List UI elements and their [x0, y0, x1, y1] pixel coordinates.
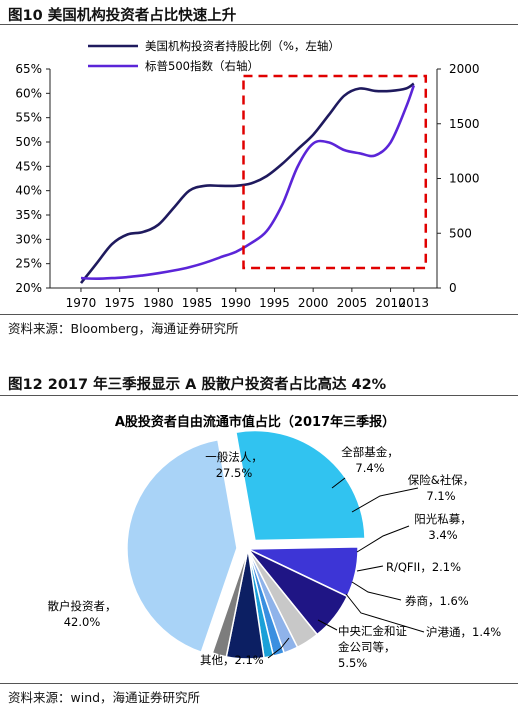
- slice-label: 沪港通，1.4%: [426, 625, 501, 639]
- figure1-top-rule: [0, 24, 518, 25]
- figure1-bottom-rule: [0, 314, 518, 315]
- slice-label: 3.4%: [428, 528, 457, 542]
- leader-line: [351, 581, 402, 601]
- right-tick-label: 2000: [449, 62, 480, 76]
- left-tick-label: 40%: [15, 184, 42, 198]
- slice-label: 27.5%: [216, 466, 253, 480]
- sp500-line: [80, 84, 416, 281]
- figure2-bottom-rule: [0, 683, 518, 684]
- x-tick-label: 1985: [182, 296, 213, 310]
- slice-label: 一般法人，: [205, 450, 263, 464]
- x-tick-label: 2010: [375, 296, 406, 310]
- slice-label: 42.0%: [64, 615, 101, 629]
- left-tick-label: 55%: [15, 111, 42, 125]
- left-tick-label: 20%: [15, 281, 42, 295]
- slice-label: 阳光私募，: [414, 512, 472, 526]
- left-tick-label: 65%: [15, 62, 42, 76]
- left-tick-label: 25%: [15, 257, 42, 271]
- institutional-holding-line: [79, 82, 415, 284]
- slice-label: 金公司等，: [338, 640, 396, 654]
- leader-line: [345, 593, 425, 633]
- slice-label: 券商，1.6%: [405, 594, 469, 608]
- line-chart: 20% 25% 30% 35% 40% 45% 50% 55% 60% 65% 0 500 1000 15…: [15, 39, 480, 310]
- slice-label: 中央汇金和证: [338, 624, 407, 638]
- leader-line: [356, 525, 410, 553]
- x-tick-label: 1990: [220, 296, 251, 310]
- figure1-title: 图10 美国机构投资者占比快速上升: [8, 8, 237, 24]
- slice-label: R/QFII，2.1%: [386, 560, 461, 574]
- leader-line: [356, 565, 384, 572]
- figure1-source: 资料来源：Bloomberg，海通证券研究所: [8, 321, 239, 336]
- left-tick-label: 50%: [15, 135, 42, 149]
- figure2-title: 图12 2017 年三季报显示 A 股散户投资者占比高达 42%: [8, 377, 387, 393]
- left-tick-label: 60%: [15, 86, 42, 100]
- leader-line: [331, 477, 346, 489]
- pie-title: A股投资者自由流通市值占比（2017年三季报）: [115, 414, 395, 430]
- slice-label: 7.1%: [426, 489, 455, 503]
- slice-label: 散户投资者，: [48, 599, 117, 613]
- figure2-top-rule: [0, 395, 518, 396]
- slice-label: 保险&社保，: [408, 473, 474, 487]
- right-tick-label: 500: [449, 226, 472, 240]
- x-tick-label: 1975: [104, 296, 135, 310]
- x-tick-label: 1980: [143, 296, 174, 310]
- x-tick-label: 2000: [298, 296, 329, 310]
- left-tick-label: 35%: [15, 208, 42, 222]
- highlight-box: [242, 74, 428, 270]
- x-tick-label: 2005: [337, 296, 368, 310]
- right-tick-label: 1000: [449, 172, 480, 186]
- pie-slice: [211, 548, 249, 658]
- slice-label: 5.5%: [338, 656, 367, 670]
- legend-label: 美国机构投资者持股比例（%，左轴）: [145, 39, 340, 53]
- right-tick-label: 1500: [449, 117, 480, 131]
- right-tick-label: 0: [449, 281, 457, 295]
- leader-line: [351, 487, 419, 513]
- pie-slice: [235, 429, 366, 542]
- x-tick-label: 1970: [66, 296, 97, 310]
- leader-line: [317, 619, 338, 631]
- leader-line: [267, 637, 290, 659]
- pie-slice: [126, 438, 238, 654]
- slice-label: 全部基金，: [341, 445, 399, 459]
- x-tick-label: 1995: [259, 296, 290, 310]
- left-tick-label: 45%: [15, 159, 42, 173]
- left-tick-label: 30%: [15, 232, 42, 246]
- slice-label: 其他，2.1%: [200, 653, 264, 667]
- legend-label: 标普500指数（右轴）: [145, 59, 259, 73]
- slice-label: 7.4%: [355, 461, 384, 475]
- x-tick-label: 2013: [399, 296, 430, 310]
- figure2-source: 资料来源：wind，海通证券研究所: [8, 690, 201, 705]
